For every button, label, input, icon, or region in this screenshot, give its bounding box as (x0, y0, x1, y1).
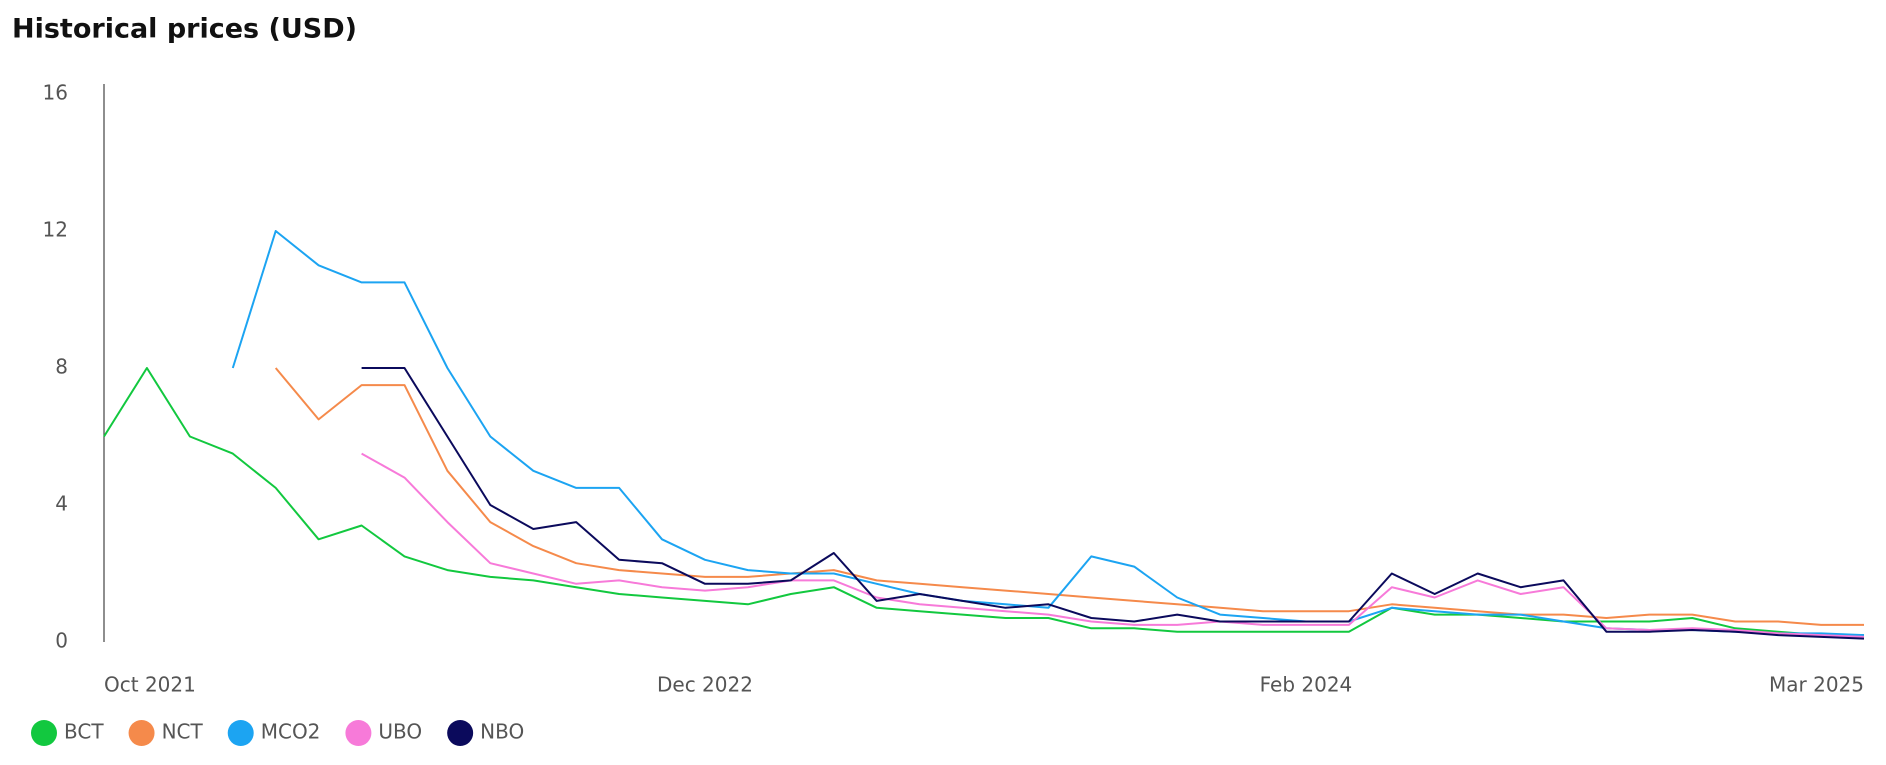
y-tick-label: 4 (55, 492, 68, 516)
legend-item: UBO (345, 720, 422, 746)
series-line (361, 452, 1865, 638)
legend-label: MCO2 (261, 720, 321, 744)
legend-swatch (128, 720, 155, 746)
legend-swatch (31, 720, 57, 746)
y-tick-label: 0 (55, 629, 68, 653)
legend-item: NBO (447, 720, 524, 746)
series-line (274, 367, 1864, 626)
legend-item: BCT (31, 720, 104, 746)
x-tick-label: Mar 2025 (1769, 673, 1864, 697)
x-tick-label: Oct 2021 (104, 673, 196, 697)
y-tick-label: 16 (43, 81, 68, 105)
chart-title: Historical prices (USD) (12, 14, 357, 45)
legend-swatch (447, 720, 474, 746)
y-tick-label: 12 (43, 218, 68, 242)
legend-item: NCT (128, 720, 204, 746)
legend-swatch (227, 720, 254, 746)
series-line (361, 367, 1865, 640)
legend-label: BCT (64, 720, 104, 744)
legend-swatch (345, 720, 372, 746)
x-tick-label: Feb 2024 (1260, 673, 1353, 697)
series-line (231, 230, 1865, 637)
legend-label: UBO (378, 720, 422, 744)
x-tick-label: Dec 2022 (657, 673, 753, 697)
legend-label: NCT (162, 720, 204, 744)
y-tick-label: 8 (55, 355, 68, 379)
legend-item: MCO2 (227, 720, 321, 746)
legend-label: NBO (480, 720, 524, 744)
series-line (103, 367, 1864, 637)
